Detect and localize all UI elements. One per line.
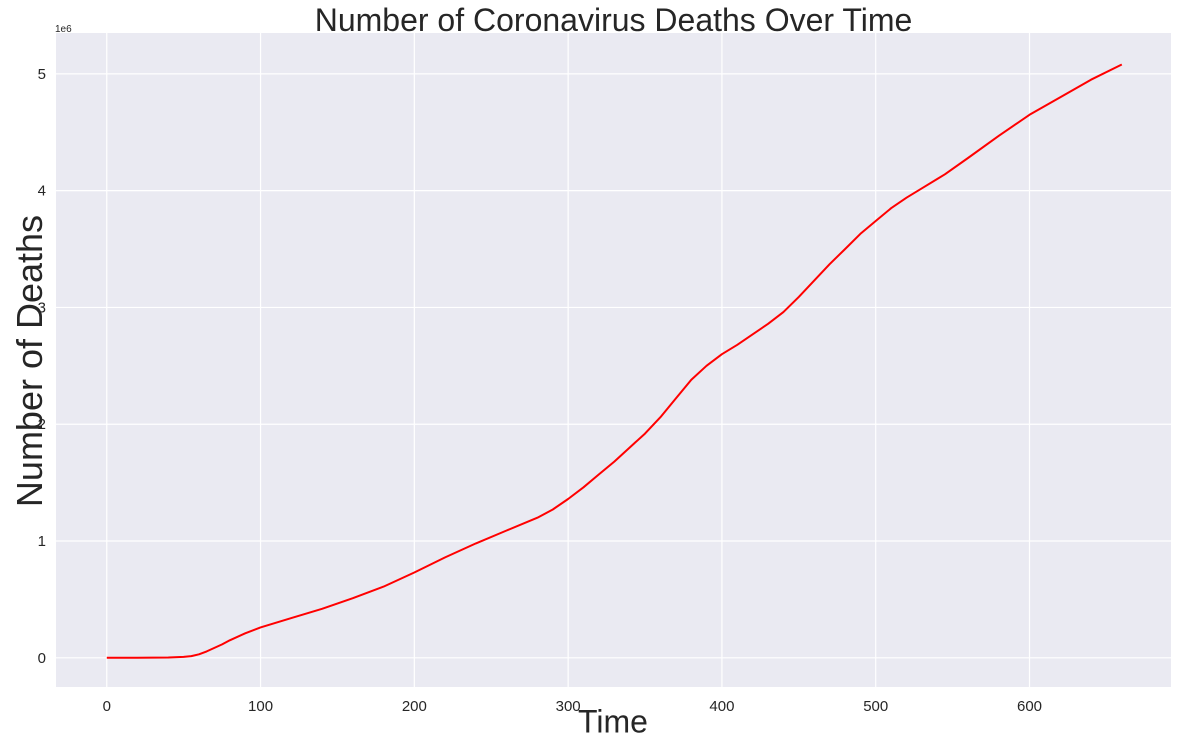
x-tick-label: 300 [556, 698, 581, 715]
x-tick-label: 0 [103, 698, 111, 715]
x-tick-label: 400 [709, 698, 734, 715]
grid-lines [56, 33, 1171, 687]
y-tick-label: 2 [38, 416, 46, 433]
deaths-series-line [106, 63, 1123, 659]
y-tick-label: 3 [38, 299, 46, 316]
y-tick-label: 0 [38, 650, 46, 667]
y-axis-offset-label: 1e6 [55, 24, 72, 35]
chart-title: Number of Coronavirus Deaths Over Time [314, 2, 913, 38]
x-axis-label: Time [578, 703, 648, 740]
x-tick-label: 600 [1017, 698, 1042, 715]
y-tick-label: 1 [38, 533, 46, 550]
x-tick-label: 200 [402, 698, 427, 715]
x-tick-labels: 0 100 200 300 400 500 600 [103, 698, 1042, 715]
y-tick-label: 5 [38, 66, 46, 83]
y-tick-label: 4 [38, 183, 46, 200]
x-tick-label: 100 [248, 698, 273, 715]
y-tick-labels: 0 1 2 3 4 5 [38, 66, 46, 667]
x-tick-label: 500 [863, 698, 888, 715]
plot-area [56, 33, 1171, 687]
